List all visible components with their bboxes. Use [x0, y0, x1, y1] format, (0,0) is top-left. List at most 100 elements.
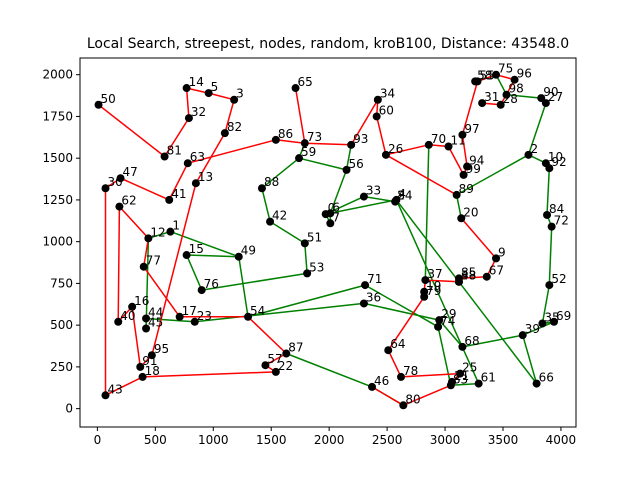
node-label: 58	[477, 68, 492, 82]
node-point	[541, 99, 550, 108]
node-label: 78	[403, 364, 418, 378]
node-label: 5	[211, 80, 219, 94]
node-label: 90	[543, 85, 558, 99]
y-tick-label: 750	[50, 276, 73, 290]
x-tick-label: 1500	[256, 433, 287, 447]
node-point	[291, 84, 300, 93]
node-point	[459, 170, 468, 179]
node-label: 12	[150, 225, 165, 239]
node-point	[257, 184, 266, 193]
node-point	[458, 342, 467, 351]
node-point	[478, 99, 487, 108]
node-label: 2	[530, 142, 538, 156]
node-label: 72	[554, 214, 569, 228]
node-point	[191, 179, 200, 188]
node-label: 38	[461, 269, 476, 283]
node-label: 85	[461, 265, 476, 279]
node-point	[424, 140, 433, 149]
node-point	[94, 100, 103, 109]
node-point	[537, 94, 546, 103]
node-point	[474, 379, 483, 388]
node-label: 70	[431, 132, 446, 146]
node-point	[492, 254, 501, 263]
node-point	[457, 214, 466, 223]
node-label: 73	[307, 130, 322, 144]
node-label: 7	[332, 210, 340, 224]
route-segment-red	[294, 87, 306, 144]
node-label: 0	[328, 201, 336, 215]
node-point	[295, 154, 304, 163]
node-point	[139, 262, 148, 271]
node-label: 94	[469, 154, 484, 168]
x-tick-label: 4000	[546, 433, 577, 447]
node-label: 65	[298, 75, 313, 89]
node-label: 22	[278, 359, 293, 373]
y-tick-label: 1500	[42, 151, 73, 165]
node-label: 80	[405, 392, 420, 406]
node-label: 33	[366, 184, 381, 198]
node-point	[368, 382, 377, 391]
node-point	[482, 272, 491, 281]
node-point	[266, 217, 275, 226]
node-label: 1	[172, 219, 180, 233]
node-point	[452, 190, 461, 199]
node-point	[399, 401, 408, 410]
node-label: 24	[397, 189, 412, 203]
node-label: 20	[463, 205, 478, 219]
node-point	[373, 95, 382, 104]
node-label: 79	[426, 284, 441, 298]
node-label: 34	[380, 87, 395, 101]
node-point	[175, 312, 184, 321]
node-point	[282, 349, 291, 358]
node-point	[142, 324, 151, 333]
node-label: 62	[121, 194, 136, 208]
node-label: 46	[374, 374, 389, 388]
node-point	[101, 391, 110, 400]
node-point	[532, 379, 541, 388]
node-point	[381, 150, 390, 159]
x-tick-label: 2500	[372, 433, 403, 447]
node-label: 15	[189, 242, 204, 256]
x-tick-label: 3000	[430, 433, 461, 447]
node-label: 31	[484, 90, 499, 104]
node-label: 67	[489, 264, 504, 278]
node-label: 71	[367, 272, 382, 286]
y-tick-label: 1000	[42, 235, 73, 249]
node-point	[184, 114, 193, 123]
node-label: 83	[453, 372, 468, 386]
node-point	[397, 372, 406, 381]
node-point	[435, 316, 444, 325]
node-label: 36	[366, 290, 381, 304]
node-point	[538, 319, 547, 328]
node-point	[244, 312, 253, 321]
node-label: 59	[301, 145, 316, 159]
node-label: 89	[459, 182, 474, 196]
x-tick-label: 500	[144, 433, 167, 447]
node-point	[147, 351, 156, 360]
node-point	[543, 210, 552, 219]
node-label: 32	[191, 105, 206, 119]
node-point	[230, 95, 239, 104]
node-point	[384, 346, 393, 355]
plot-area: 0123456789101112131415161718192021222324…	[42, 57, 577, 447]
node-point	[502, 90, 511, 99]
node-point	[510, 75, 519, 84]
x-tick-label: 1000	[198, 433, 229, 447]
node-point	[458, 130, 467, 139]
node-label: 9	[498, 245, 506, 259]
node-label: 84	[549, 202, 564, 216]
node-label: 61	[481, 371, 496, 385]
node-label: 16	[134, 294, 149, 308]
node-label: 52	[551, 272, 566, 286]
x-tick-label: 0	[94, 433, 102, 447]
node-label: 8	[397, 189, 405, 203]
node-label: 98	[508, 82, 523, 96]
node-label: 41	[171, 187, 186, 201]
node-point	[190, 317, 199, 326]
node-point	[220, 129, 229, 138]
node-label: 57	[267, 352, 282, 366]
node-point	[326, 219, 335, 228]
node-point	[271, 135, 280, 144]
